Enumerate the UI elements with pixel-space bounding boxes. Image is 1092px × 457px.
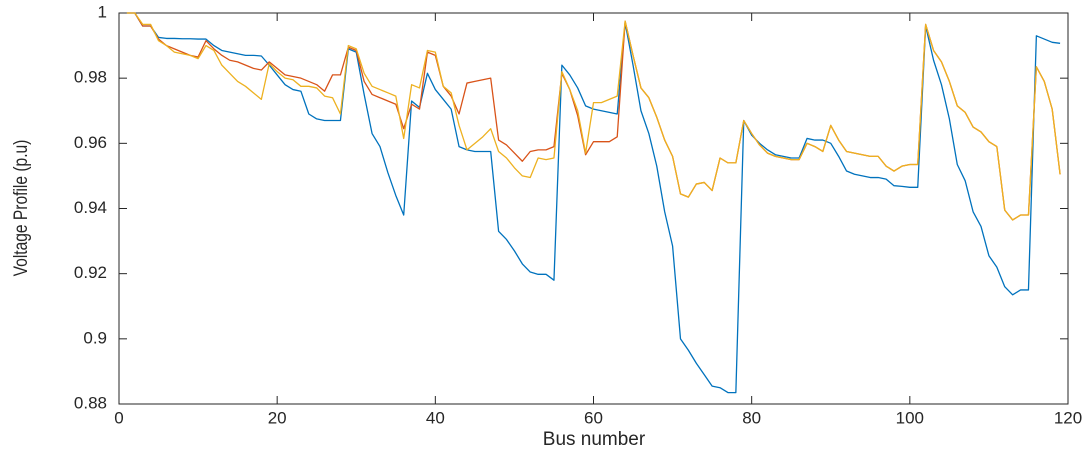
y-tick-label: 1 xyxy=(98,2,107,21)
y-axis-label: Voltage Profile (p.u) xyxy=(10,140,32,277)
x-tick-label: 120 xyxy=(1054,408,1082,427)
series-line xyxy=(126,12,1061,221)
y-tick-label: 0.9 xyxy=(83,328,107,347)
series-line xyxy=(126,12,1061,394)
x-tick-label: 80 xyxy=(742,408,761,427)
x-tick-label: 20 xyxy=(268,408,287,427)
x-tick-label: 60 xyxy=(584,408,603,427)
x-tick-label: 40 xyxy=(426,408,445,427)
x-tick-label: 0 xyxy=(114,408,123,427)
y-tick-label: 0.88 xyxy=(74,393,107,412)
y-tick-label: 0.96 xyxy=(74,133,107,152)
x-tick-label: 100 xyxy=(896,408,924,427)
y-tick-label: 0.98 xyxy=(74,68,107,87)
y-tick-label: 0.92 xyxy=(74,263,107,282)
y-tick-label: 0.94 xyxy=(74,198,107,217)
plot-frame xyxy=(118,12,1069,405)
x-axis-label: Bus number xyxy=(543,429,646,450)
